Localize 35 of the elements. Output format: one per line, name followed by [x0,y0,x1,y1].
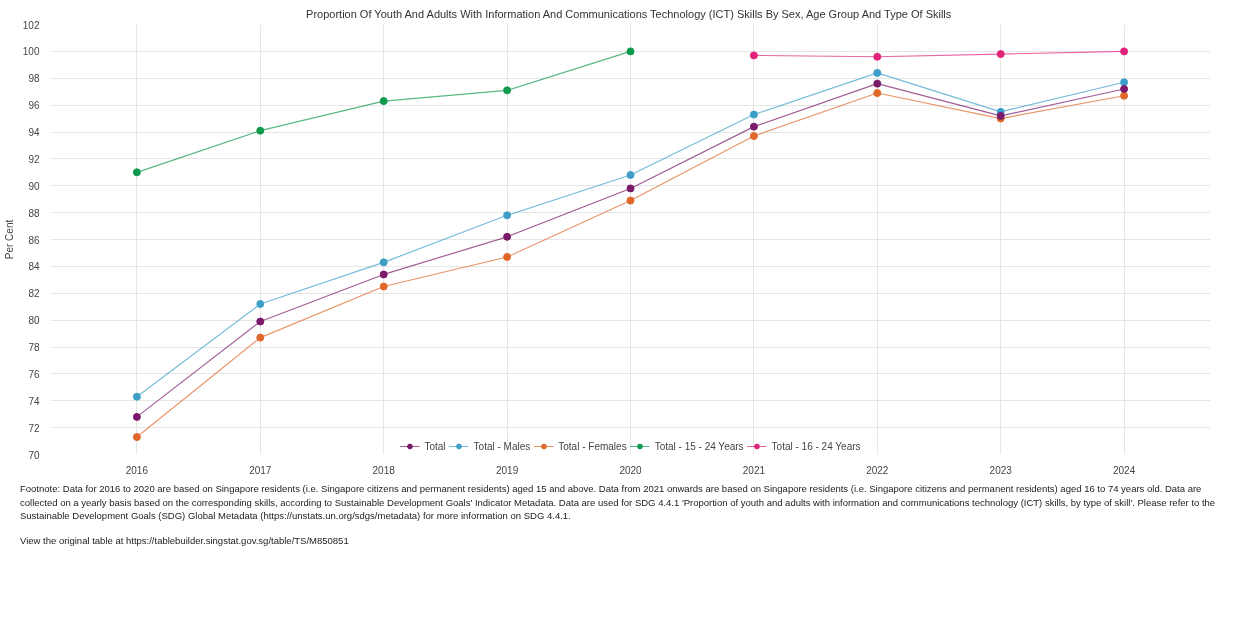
legend-label: Total [424,440,446,452]
y-tick-label: 92 [28,153,40,165]
x-tick-label: 2019 [495,464,519,476]
y-tick-label: 102 [22,19,40,31]
y-tick-label: 90 [28,180,40,192]
legend-label: Total - Females [558,440,627,452]
y-axis-title: Per Cent [3,219,15,260]
x-tick-label: 2022 [866,464,889,476]
y-tick-label: 98 [28,73,40,85]
text: Footnote: Data for 2016 to 2020 are based on Singapore residents (i.e. Singapore citizens and permanent residents) aged 15 and above. Data from 2021 onwards are based on Singapore residents (i.e. Singapore citizens and permanent residents) aged 16 to 74 years old. Data are collected on a yearly basis based on the corresponding skills, according to Sustainable Development Goals' Indicator Metadata. Data are used for SDG 4.4.1 'Proportion of youth and adults with information and communications technology (ICT) skills, by type of skill'. Please refer to the Sustainable Development Goals (SDG) Global Metadata (https://unstats.un.org/sdgs/metadata) for more information on SDG 4.4.1. [20,482,1217,523]
x-tick-label: 2023 [989,464,1013,476]
x-tick-label: 2024 [1112,464,1136,476]
y-tick-label: 100 [22,46,40,58]
y-tick-label: 76 [28,368,40,380]
legend-label: Total - 16 - 24 Years [771,440,861,452]
y-tick-label: 86 [28,234,40,246]
x-tick-label: 2017 [249,464,272,476]
y-tick-label: 72 [28,422,40,434]
y-tick-label: 88 [28,207,40,219]
y-tick-label: 70 [28,449,40,461]
y-tick-label: 94 [28,127,40,138]
y-tick-label: 80 [28,315,40,327]
y-tick-label: 78 [28,342,40,353]
y-tick-label: 74 [28,395,40,407]
chart-title: Proportion Of Youth And Adults With Information And Communications Technology (ICT) Skills By Sex, Age Group And Type Of Skills [306,7,952,20]
y-tick-label: 96 [28,100,40,112]
x-tick-label: 2018 [372,464,396,476]
text: View the original table at https://tablebuilder.singstat.gov.sg/table/TS/M850851 [20,533,349,548]
y-tick-label: 82 [28,288,40,300]
x-tick-label: 2020 [619,464,643,476]
legend-label: Total - Males [473,440,531,452]
y-tick-label: 84 [28,261,40,273]
x-tick-label: 2016 [125,464,149,476]
x-tick-label: 2021 [742,464,766,476]
legend-label: Total - 15 - 24 Years [654,440,744,452]
